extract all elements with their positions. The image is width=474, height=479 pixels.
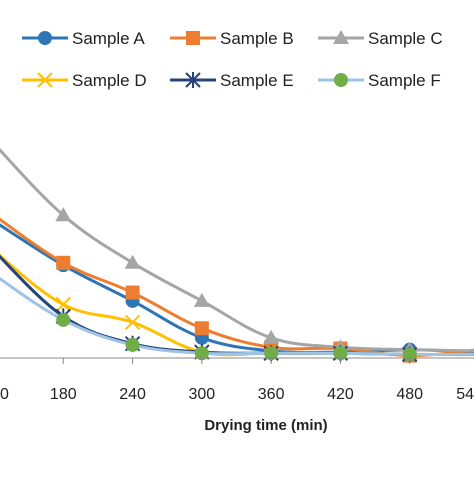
- x-tick-label-4: 360: [258, 386, 285, 403]
- data-point-sample-f-3: [194, 346, 209, 361]
- legend-label-sample-e: Sample E: [220, 71, 294, 90]
- data-point-sample-d-2: [124, 314, 141, 331]
- legend-label-sample-d: Sample D: [72, 71, 147, 90]
- legend-marker-sample-c: [333, 30, 349, 44]
- legend-item-sample-b: Sample B: [170, 29, 294, 48]
- legend-marker-sample-f-shape: [334, 73, 348, 87]
- legend-label-sample-f: Sample F: [368, 71, 441, 90]
- data-point-sample-f-1: [56, 312, 71, 327]
- data-point-sample-d-1: [55, 296, 71, 313]
- legend-marker-sample-e: [185, 72, 201, 88]
- data-point-sample-c-1-shape: [55, 207, 72, 222]
- data-point-sample-f-1-shape: [56, 312, 71, 327]
- x-tick-label-3: 300: [189, 386, 216, 403]
- legend-marker-sample-a-shape: [38, 31, 52, 45]
- legend: Sample A Sample B Sample C Sample D Sample E…: [22, 29, 443, 90]
- data-point-sample-c-4-shape: [263, 329, 280, 344]
- legend-marker-sample-b: [186, 31, 200, 45]
- legend-marker-sample-f: [334, 73, 348, 87]
- legend-label-sample-a: Sample A: [72, 29, 145, 48]
- legend-marker-sample-d: [37, 72, 53, 88]
- data-point-sample-c-3-shape: [193, 292, 210, 307]
- data-point-sample-f-5: [333, 346, 348, 361]
- data-point-sample-f-2-shape: [125, 337, 140, 352]
- legend-item-sample-d: Sample D: [22, 71, 147, 90]
- data-point-sample-d-2-stroke-b: [124, 314, 141, 331]
- data-point-sample-b-2: [125, 285, 140, 300]
- data-point-sample-c-1: [55, 207, 72, 222]
- legend-marker-sample-c-shape: [333, 30, 349, 44]
- legend-label-sample-c: Sample C: [368, 29, 443, 48]
- legend-marker-sample-a: [38, 31, 52, 45]
- legend-marker-sample-d-stroke-b: [37, 72, 53, 88]
- x-tick-label-0: 0: [0, 386, 9, 403]
- series-sample-a: [0, 223, 474, 360]
- legend-item-sample-c: Sample C: [318, 29, 443, 48]
- data-point-sample-b-1: [56, 255, 71, 270]
- series-line-sample-f: [0, 276, 474, 356]
- x-tick-label-1: 180: [50, 386, 77, 403]
- data-point-sample-c-3: [193, 292, 210, 307]
- data-point-sample-b-3: [194, 321, 209, 336]
- data-point-sample-b-2-shape: [125, 285, 140, 300]
- data-point-sample-c-2: [124, 254, 141, 269]
- x-tick-label-7: 54: [456, 386, 474, 403]
- series-sample-b: [0, 217, 474, 363]
- x-tick-label-2: 240: [119, 386, 146, 403]
- data-point-sample-f-4: [264, 346, 279, 361]
- series-line-sample-a: [0, 223, 474, 355]
- data-point-sample-c-2-shape: [124, 254, 141, 269]
- x-tick-label-5: 420: [327, 386, 354, 403]
- data-point-sample-b-1-shape: [56, 255, 71, 270]
- legend-item-sample-a: Sample A: [22, 29, 145, 48]
- data-point-sample-f-2: [125, 337, 140, 352]
- data-point-sample-f-5-shape: [333, 346, 348, 361]
- legend-item-sample-e: Sample E: [170, 71, 294, 90]
- x-axis-title: Drying time (min): [204, 417, 327, 434]
- data-point-sample-f-4-shape: [264, 346, 279, 361]
- data-point-sample-f-3-shape: [194, 346, 209, 361]
- series-line-sample-b: [0, 217, 474, 358]
- data-point-sample-c-4: [263, 329, 280, 344]
- legend-item-sample-f: Sample F: [318, 71, 441, 90]
- data-point-sample-d-1-stroke-b: [55, 296, 71, 313]
- plot-area: [0, 147, 474, 363]
- x-tick-label-6: 480: [396, 386, 423, 403]
- legend-label-sample-b: Sample B: [220, 29, 294, 48]
- legend-marker-sample-b-shape: [186, 31, 200, 45]
- x-axis: 0 180 240 300 360 420 480 54: [0, 357, 474, 403]
- data-point-sample-b-3-shape: [194, 321, 209, 336]
